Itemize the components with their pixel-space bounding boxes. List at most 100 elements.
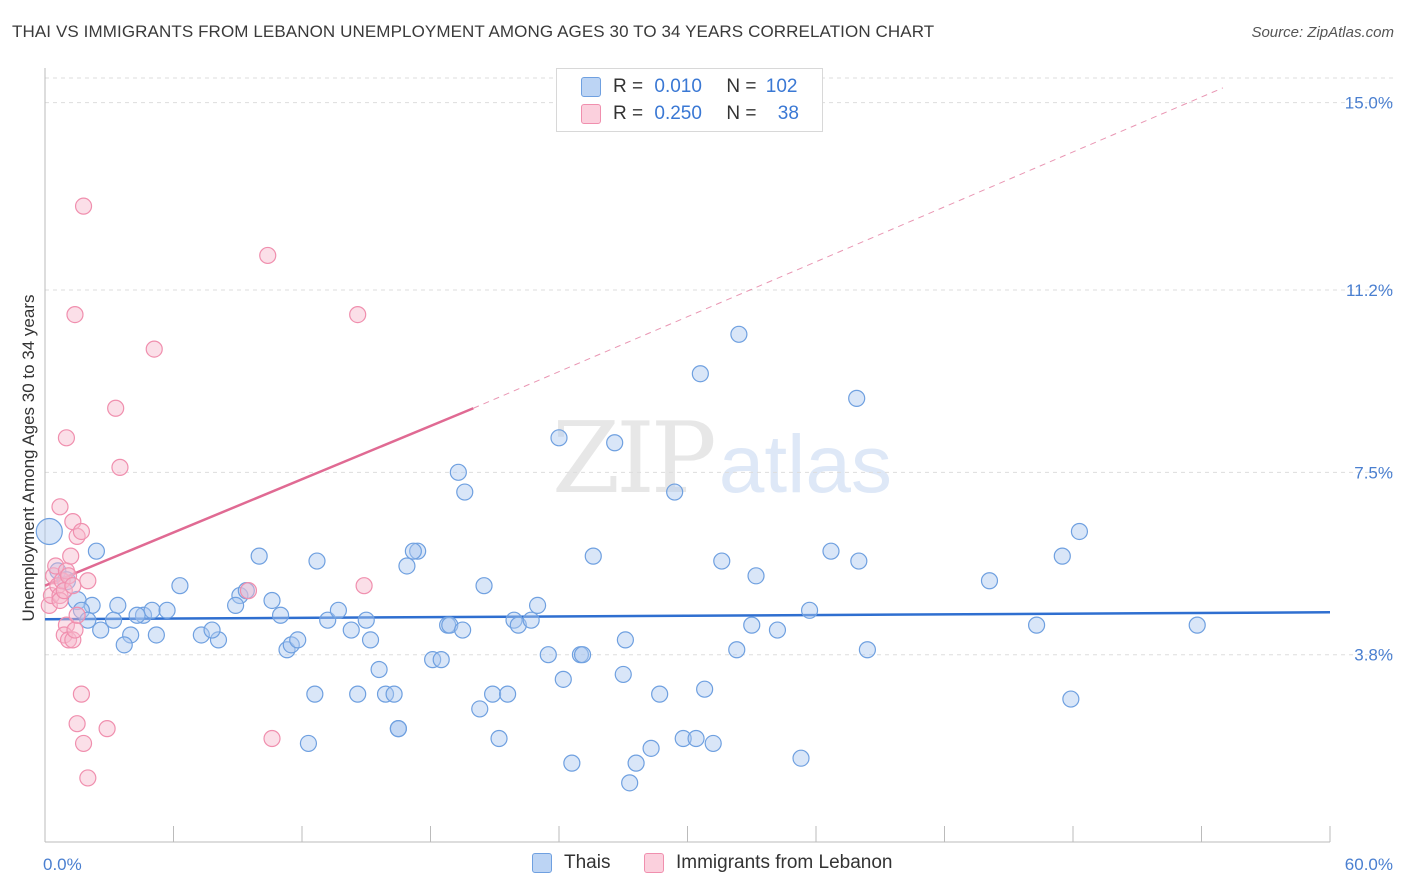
thais-point (104, 611, 123, 629)
thais-point (1188, 616, 1206, 634)
thais-swatch (581, 77, 601, 97)
r-label: R = (613, 103, 644, 124)
lebanon-point (98, 720, 116, 738)
thais-point (134, 606, 153, 624)
thais-point (728, 641, 746, 659)
thais-point (743, 616, 761, 634)
thais-point (687, 729, 705, 748)
thais-point (730, 325, 748, 343)
thais-point (573, 646, 592, 664)
thais-point (1062, 690, 1080, 708)
thais-point (158, 601, 176, 619)
lebanon-point (259, 246, 277, 265)
thais-point (490, 729, 508, 748)
thais-point (554, 670, 572, 688)
thais-point (606, 434, 624, 452)
thais-point (432, 651, 450, 669)
thais-point (289, 631, 307, 649)
thais-point (691, 365, 709, 383)
thais-point (616, 631, 634, 649)
thais-point (209, 631, 228, 649)
thais-point (509, 616, 527, 634)
thais-point (484, 685, 502, 703)
thais-point (128, 606, 146, 624)
lebanon-swatch (581, 104, 601, 124)
thais-point (79, 611, 97, 629)
lebanon-point (57, 429, 76, 447)
lebanon-point (79, 572, 97, 590)
thais-point (1053, 547, 1071, 565)
thais-point (449, 463, 467, 481)
lebanon-point (51, 591, 69, 610)
thais-point (271, 606, 290, 624)
lebanon-point (62, 547, 80, 565)
thais-point (456, 483, 474, 501)
thais-point (263, 591, 281, 610)
thais-point (87, 542, 106, 560)
lebanon-point (68, 606, 86, 624)
thais-point (250, 547, 268, 565)
thais-point (147, 626, 165, 644)
thais-point (361, 631, 380, 649)
thais-point (409, 542, 427, 560)
lebanon-legend-swatch (644, 853, 664, 873)
thais-point (696, 680, 714, 698)
lebanon-point (66, 621, 84, 639)
thais-point (342, 621, 360, 639)
thais-point (522, 611, 540, 629)
trend-lines (44, 87, 1331, 621)
lebanon-point (72, 522, 91, 541)
thais-point (115, 636, 133, 654)
r-value-thais: 0.010 (654, 76, 702, 97)
source-label: Source: ZipAtlas.com (1251, 24, 1394, 41)
lebanon-point (68, 715, 86, 733)
thais-point (319, 611, 337, 629)
y-tick-label: 15.0% (1345, 94, 1393, 113)
x-tick-label-min: 0.0% (43, 855, 82, 874)
thais-point (704, 734, 722, 753)
thais-trend-line (44, 611, 1331, 621)
thais-point (385, 685, 403, 703)
watermark-zip: ZIP (552, 402, 717, 516)
n-value-thais: 102 (765, 76, 798, 97)
lebanon-point (47, 557, 65, 575)
lebanon-point (263, 729, 281, 748)
lebanon-point (355, 577, 373, 595)
thais-point (1027, 616, 1046, 634)
thais-point (122, 626, 140, 644)
chart-title: THAI VS IMMIGRANTS FROM LEBANON UNEMPLOY… (12, 22, 935, 41)
legend-item-thais: Thais (532, 852, 610, 874)
thais-point (35, 517, 63, 546)
thais-point (299, 734, 318, 753)
lebanon-point (72, 685, 91, 703)
y-tick-label: 3.8% (1354, 646, 1393, 665)
thais-point (768, 621, 787, 639)
thais-point (308, 552, 326, 570)
thais-point (143, 601, 161, 619)
thais-point (550, 429, 568, 447)
thais-legend-swatch (532, 853, 552, 873)
thais-point (666, 483, 684, 501)
lebanon-trend-line (44, 407, 474, 587)
lebanon-point (111, 458, 129, 476)
r-label: R = (613, 76, 644, 97)
lebanon-trend-extension (473, 87, 1224, 409)
thais-point (499, 685, 517, 703)
thais-point (192, 626, 210, 644)
lebanon-point (59, 631, 78, 649)
thais-point (563, 754, 581, 772)
watermark-atlas: atlas (718, 419, 892, 510)
thais-point (539, 646, 557, 664)
thais-point (1070, 522, 1089, 541)
legend-item-lebanon: Immigrants from Lebanon (644, 852, 893, 874)
thais-point (329, 601, 348, 619)
thais-point (528, 596, 547, 615)
thais-point (475, 577, 493, 595)
legend-label-thais: Thais (564, 852, 611, 873)
watermark: ZIPatlas (552, 402, 892, 516)
thais-point (651, 685, 669, 703)
thais-point (621, 774, 639, 792)
thais-point (980, 572, 999, 590)
thais-point (441, 616, 459, 634)
